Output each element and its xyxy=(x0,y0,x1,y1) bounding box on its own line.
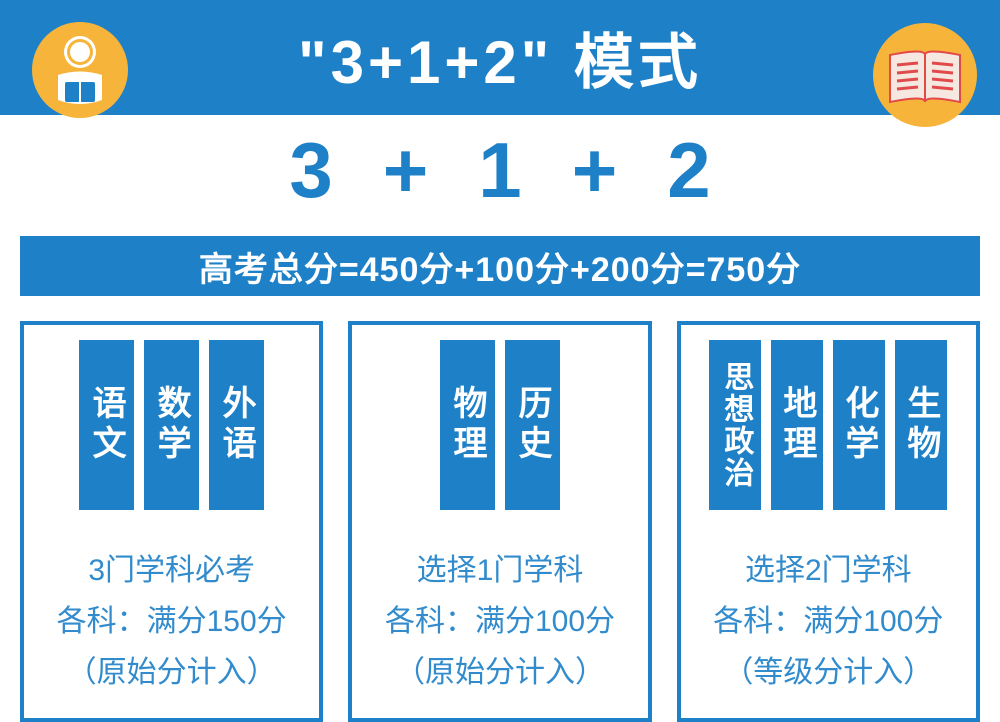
subject-chinese: 语文 xyxy=(79,340,134,510)
desc-line: 选择2门学科 xyxy=(713,545,943,596)
desc-choose1: 选择1门学科 各科：满分100分 （原始分计入） xyxy=(385,545,615,698)
subjects-choose1: 物理 历史 xyxy=(440,340,560,510)
subject-politics: 思想政治 xyxy=(709,340,761,510)
formula-part-3: 3 xyxy=(289,125,332,216)
score-text: 高考总分=450分+100分+200分=750分 xyxy=(199,242,801,291)
score-bar: 高考总分=450分+100分+200分=750分 xyxy=(20,236,980,296)
formula-part-plus2: + xyxy=(572,125,618,216)
desc-line: 各科：满分100分 xyxy=(385,596,615,647)
columns-container: 语文 数学 外语 3门学科必考 各科：满分150分 （原始分计入） 物理 历史 … xyxy=(0,296,1000,722)
column-required: 语文 数学 外语 3门学科必考 各科：满分150分 （原始分计入） xyxy=(20,321,323,722)
page-title: "3+1+2" 模式 xyxy=(298,14,702,101)
desc-line: 选择1门学科 xyxy=(385,545,615,596)
subject-chemistry: 化学 xyxy=(833,340,885,510)
desc-required: 3门学科必考 各科：满分150分 （原始分计入） xyxy=(57,545,287,698)
desc-line: 3门学科必考 xyxy=(57,545,287,596)
desc-line: 各科：满分100分 xyxy=(713,596,943,647)
subject-physics: 物理 xyxy=(440,340,495,510)
subject-biology: 生物 xyxy=(895,340,947,510)
subject-math: 数学 xyxy=(144,340,199,510)
formula-part-1: 1 xyxy=(478,125,521,216)
student-icon xyxy=(30,20,130,120)
header-bar: "3+1+2" 模式 xyxy=(0,0,1000,115)
subject-geography: 地理 xyxy=(771,340,823,510)
book-icon xyxy=(870,20,980,130)
column-choose1: 物理 历史 选择1门学科 各科：满分100分 （原始分计入） xyxy=(348,321,651,722)
formula-part-2: 2 xyxy=(667,125,710,216)
desc-line: 各科：满分150分 xyxy=(57,596,287,647)
column-choose2: 思想政治 地理 化学 生物 选择2门学科 各科：满分100分 （等级分计入） xyxy=(677,321,980,722)
subject-foreign: 外语 xyxy=(209,340,264,510)
formula-row: 3 + 1 + 2 xyxy=(0,115,1000,236)
subjects-choose2: 思想政治 地理 化学 生物 xyxy=(709,340,947,510)
subject-history: 历史 xyxy=(505,340,560,510)
subjects-required: 语文 数学 外语 xyxy=(79,340,264,510)
formula-part-plus1: + xyxy=(383,125,429,216)
desc-choose2: 选择2门学科 各科：满分100分 （等级分计入） xyxy=(713,545,943,698)
